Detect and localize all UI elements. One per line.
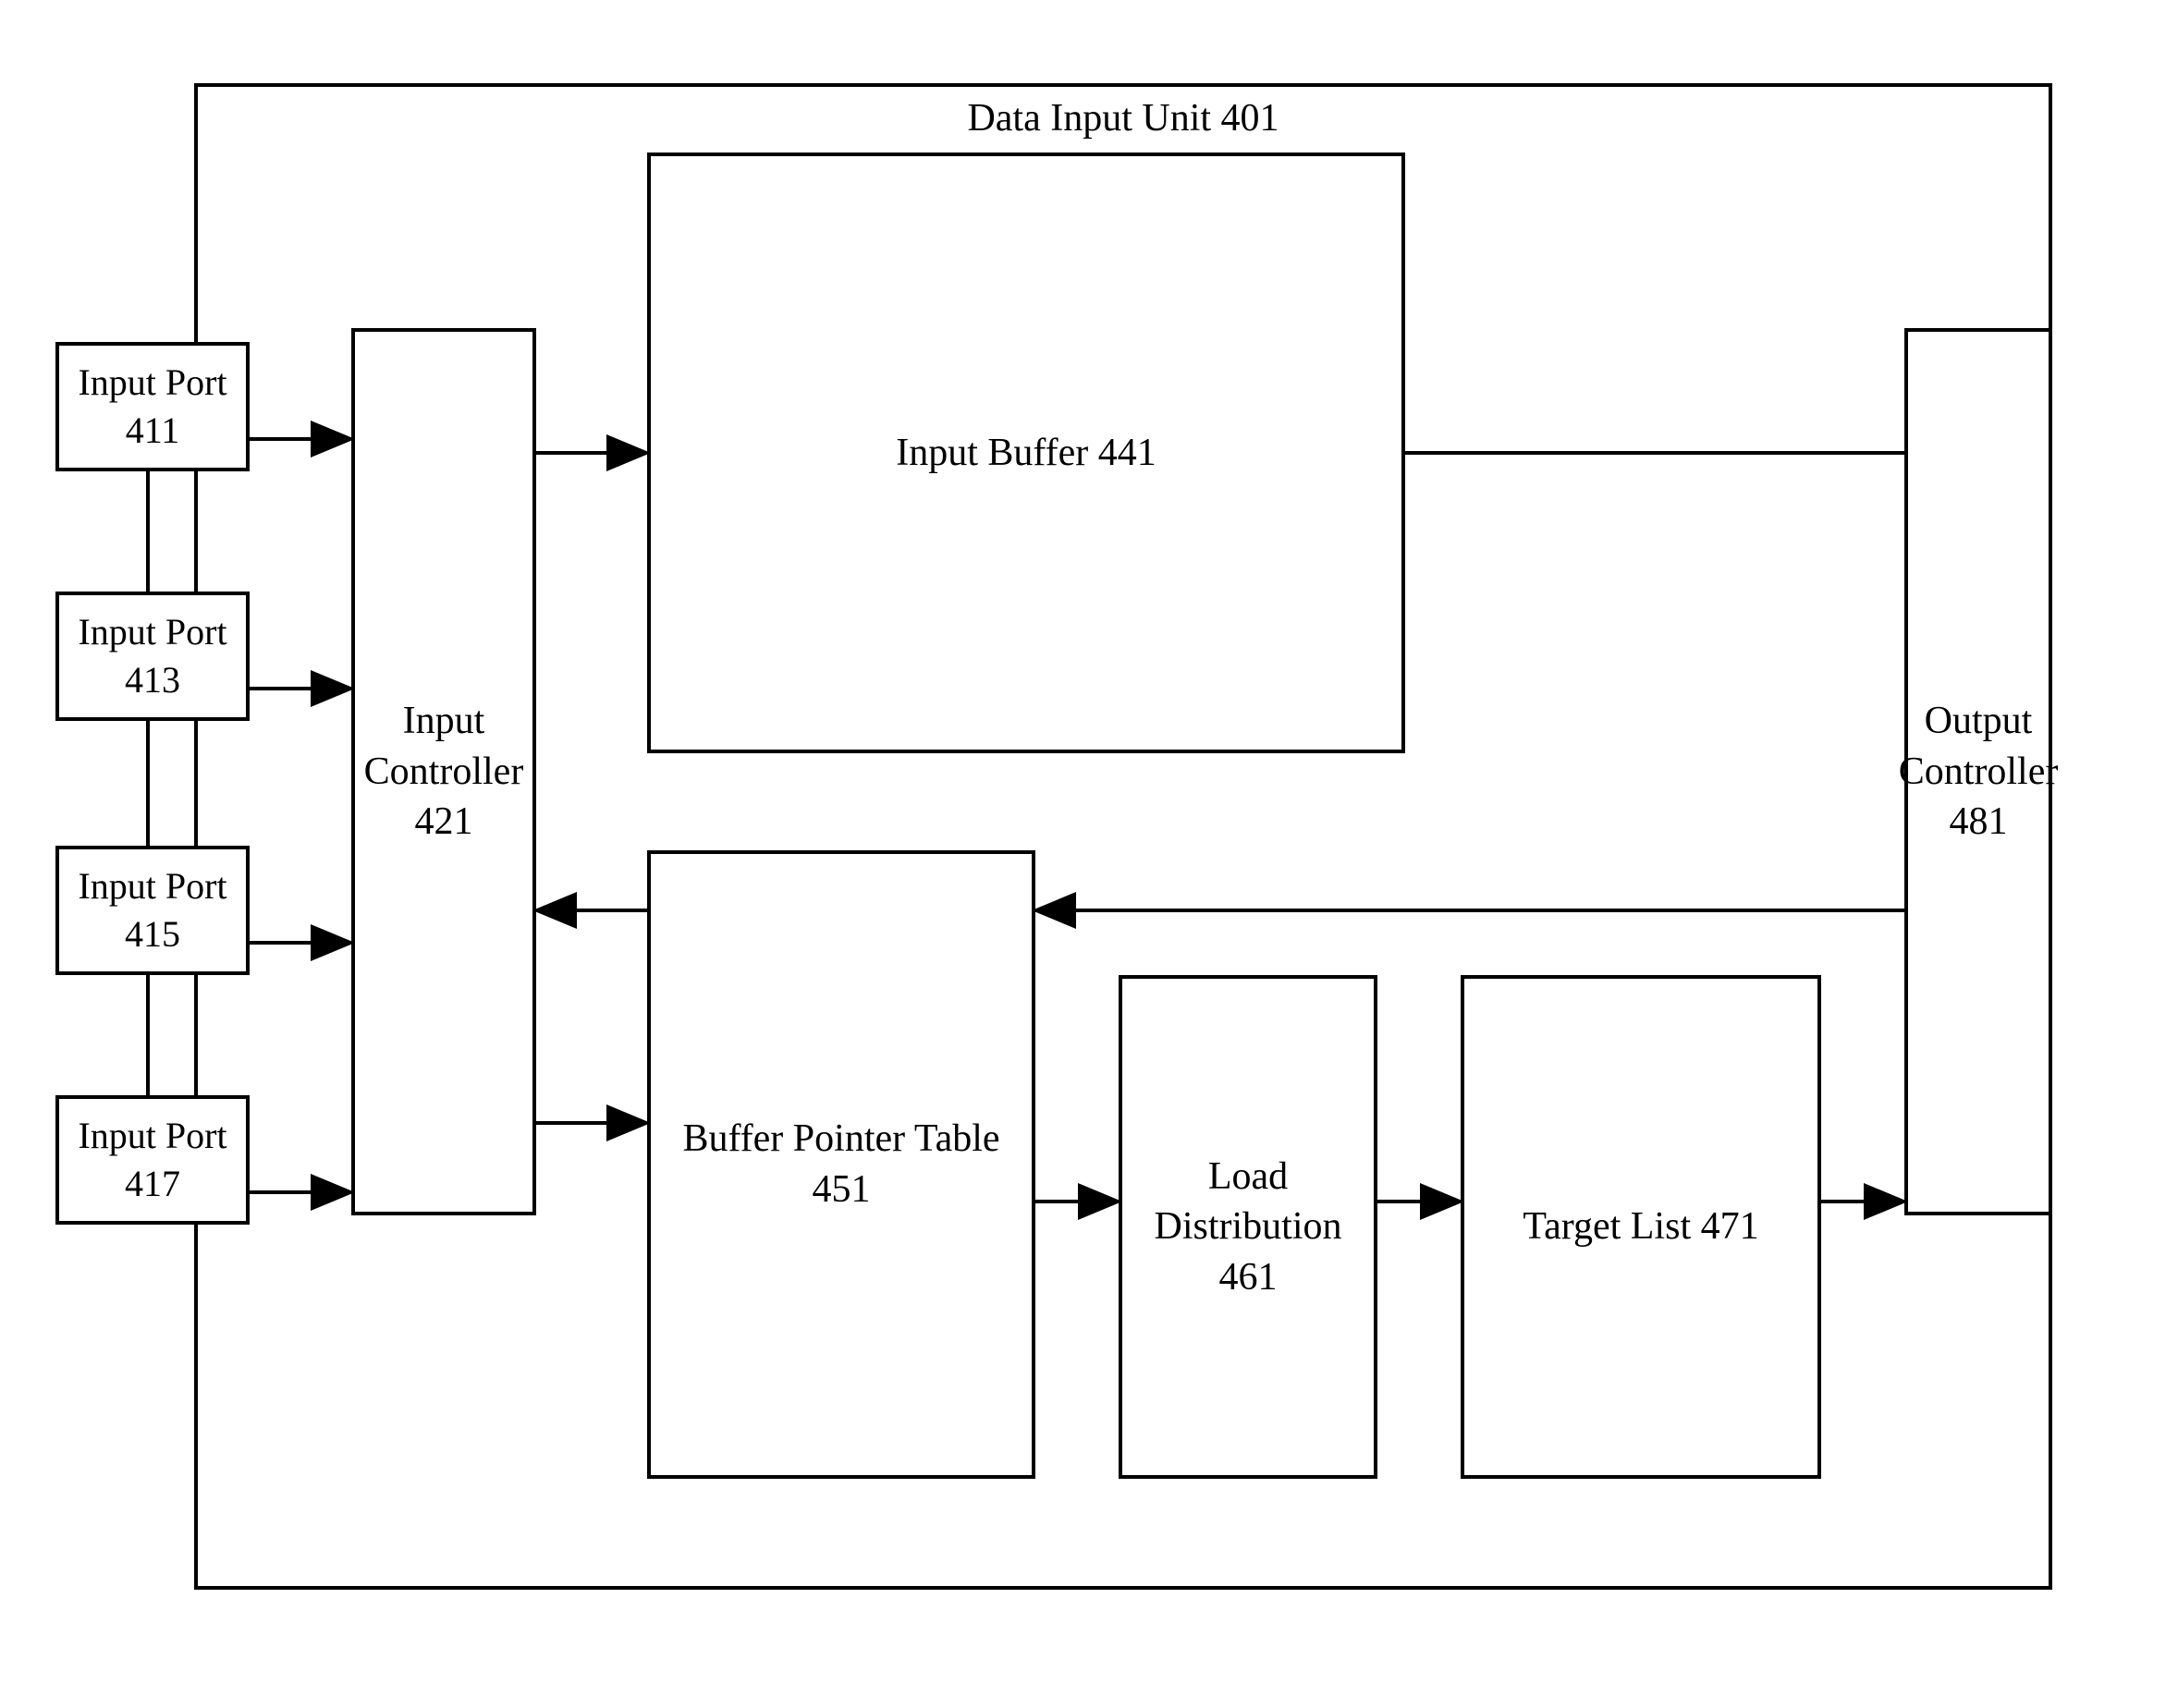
output-controller: Output Controller 481 <box>1904 328 2052 1215</box>
input-port-411: Input Port 411 <box>55 342 250 471</box>
input-port-417: Input Port 417 <box>55 1095 250 1225</box>
target-list: Target List 471 <box>1461 975 1821 1479</box>
load-distribution: Load Distribution 461 <box>1119 975 1377 1479</box>
input-port-413: Input Port 413 <box>55 592 250 721</box>
input-buffer: Input Buffer 441 <box>647 152 1405 753</box>
container-title: Data Input Unit 401 <box>198 96 2049 140</box>
buffer-pointer-table: Buffer Pointer Table 451 <box>647 850 1035 1479</box>
input-port-415: Input Port 415 <box>55 846 250 975</box>
diagram-canvas: Data Input Unit 401 <box>0 0 2178 1708</box>
input-controller: Input Controller 421 <box>351 328 536 1215</box>
